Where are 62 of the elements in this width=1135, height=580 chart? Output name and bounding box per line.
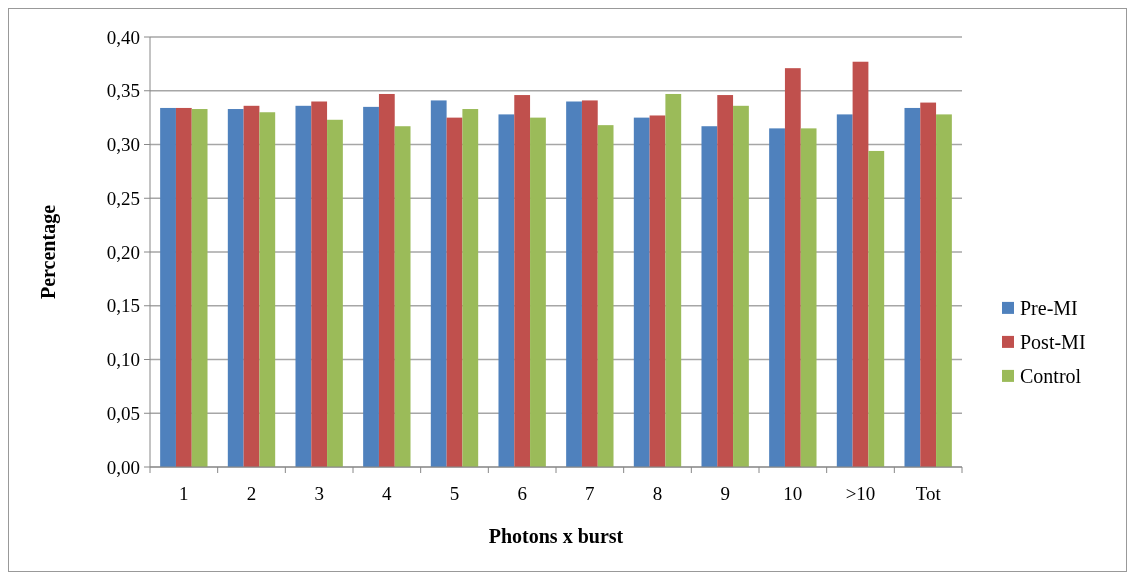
bar: [800, 128, 817, 467]
bar: [295, 105, 312, 467]
bar: [259, 112, 276, 467]
x-tick-label: 6: [517, 483, 527, 504]
y-tick-label: 0,40: [106, 26, 140, 48]
x-tick-label: 7: [585, 483, 595, 504]
x-tick-label: 4: [382, 483, 393, 504]
bar: [733, 105, 749, 467]
x-axis-title: Photons x burst: [488, 525, 624, 547]
bar: [566, 101, 582, 467]
bar: [191, 109, 208, 467]
bar: [868, 150, 885, 467]
bar: [462, 109, 479, 467]
y-tick-label: 0,00: [106, 456, 140, 478]
bar: [514, 95, 531, 467]
bar: [530, 117, 546, 467]
bar: [904, 107, 921, 467]
legend-label: Control: [1020, 364, 1082, 387]
x-tick-label: Tot: [915, 483, 942, 504]
bar: [327, 119, 343, 467]
bar: [175, 107, 192, 467]
bar: [701, 126, 718, 467]
bar: [243, 105, 260, 467]
y-tick-label: 0,15: [106, 295, 140, 317]
bar: [633, 117, 650, 467]
legend-label: Pre-MI: [1020, 296, 1078, 319]
bar: [446, 117, 463, 467]
bar: [852, 61, 869, 467]
y-axis-title: Percentage: [37, 204, 60, 300]
bar: [581, 100, 598, 467]
y-tick-label: 0,35: [106, 80, 140, 102]
bar: [311, 101, 328, 467]
x-tick-label: 5: [449, 483, 460, 504]
y-tick-label: 0,05: [106, 402, 140, 424]
bar: [649, 115, 666, 467]
legend-label: Post-MI: [1020, 330, 1086, 353]
bar: [378, 93, 395, 467]
y-tick-label: 0,30: [106, 134, 140, 156]
bar: [394, 126, 411, 467]
bar: [784, 68, 801, 467]
bar: [363, 106, 379, 467]
x-tick-label: 10: [783, 483, 803, 504]
y-tick-label: 0,25: [106, 187, 140, 209]
bar: [665, 93, 682, 467]
bar: [769, 128, 785, 467]
x-tick-label: 9: [720, 483, 730, 504]
x-tick-label: 2: [246, 483, 257, 504]
bar: [498, 114, 515, 467]
x-tick-label: >10: [845, 483, 876, 504]
y-tick-label: 0,10: [106, 349, 140, 371]
bar: [430, 100, 447, 467]
bar: [836, 114, 853, 467]
x-tick-label: 8: [652, 483, 663, 504]
y-tick-label: 0,20: [106, 241, 140, 263]
x-tick-label: 1: [179, 483, 189, 504]
bar: [227, 109, 244, 467]
bar: [717, 95, 734, 467]
bar: [920, 102, 937, 467]
bar: [160, 107, 176, 467]
bar: [936, 114, 952, 467]
x-tick-label: 3: [314, 483, 324, 504]
bar: [597, 125, 614, 467]
